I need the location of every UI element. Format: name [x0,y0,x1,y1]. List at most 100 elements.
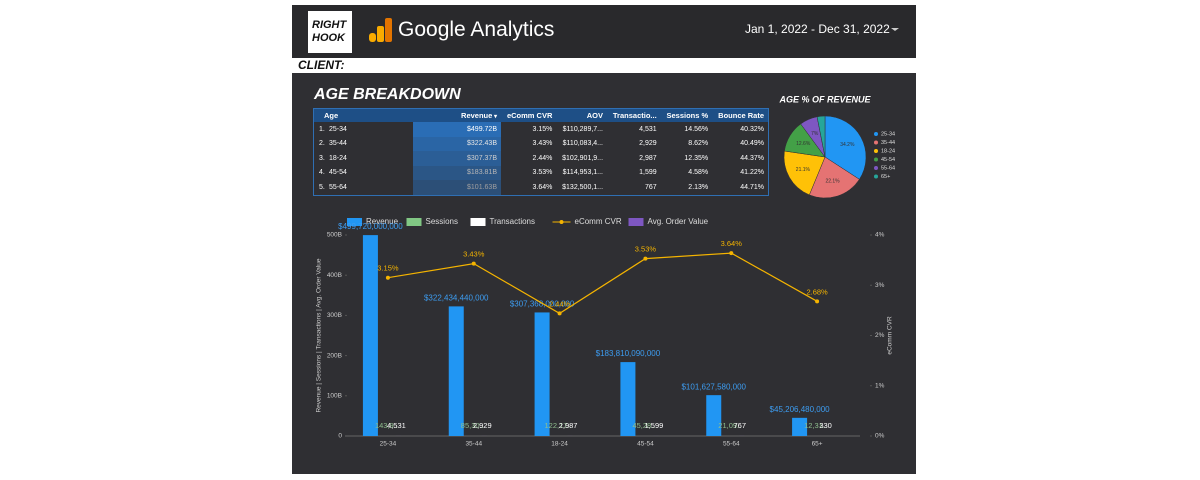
table-cell: 5. [319,183,325,191]
legend-label: Avg. Order Value [648,217,709,226]
legend-label: Sessions [426,217,458,226]
legend-swatch [874,132,878,136]
table-cell: $499.72B [413,122,501,137]
data-label: $499,720,000,000 [338,222,403,231]
data-label: 3.64% [721,239,743,248]
table-cell: 45-54 [329,169,347,177]
legend-label: eComm CVR [575,217,622,226]
bar [620,362,636,436]
y2-tick-label: 2% [875,332,885,339]
data-label: $183,810,090,000 [596,349,661,358]
cvr-line [387,252,818,315]
data-label: 4,531 [387,421,406,430]
bar [362,235,378,436]
x-tick-label: 65+ [812,441,823,448]
table-cell: $102,901,9... [562,154,604,162]
dropdown-arrow[interactable] [890,25,900,35]
table-cell: $114,953,1... [562,169,604,177]
table-cell: $132,500,1... [562,183,604,191]
logo: RIGHT HOOK [308,11,352,53]
table-cell: 40.32% [740,125,764,133]
logo-line: HOOK [312,32,345,44]
date-range[interactable]: Jan 1, 2022 - Dec 31, 2022 [745,22,890,36]
table-cell: 4. [319,169,325,177]
legend-swatch [874,157,878,162]
table-row: 4. 45-54 $183.81B 3.53% $114,953,1... 1,599 4.… [314,165,769,180]
legend-swatch [406,218,422,226]
data-label: 3.43% [463,250,485,259]
legend-swatch [628,218,644,226]
data-label: 85,30.. [461,421,484,430]
column-header: Transactio... [607,108,661,122]
y-axis-label: Revenue | Sessions | Transactions | Avg.… [316,258,323,412]
pie-slice [816,115,826,158]
data-label: 2.68% [806,287,828,296]
x-tick-label: 45-54 [637,441,654,448]
data-label: 12,31.. [804,421,827,430]
y-tick-label: 100B [327,393,342,400]
legend-label: 55-64 [881,165,895,171]
pie-slice [783,150,826,196]
cvr-point [471,261,476,266]
cvr-point [557,311,562,316]
table-cell: 12.35% [684,154,709,162]
slice-label: 7% [811,131,819,137]
table-cell: 2,987 [639,154,657,162]
x-tick-label: 18-24 [551,441,568,448]
table-cell: 1. [319,125,325,133]
cvr-point [385,275,390,280]
table-cell: $322.43B [413,136,501,151]
data-label: $101,627,580,000 [681,382,746,391]
table-cell: 41.22% [740,169,764,177]
age-table: Age Revenue ▾ eComm CVR AOV Transactio... Ses… [313,108,769,196]
bar [792,417,808,436]
legend-label: 65+ [881,174,890,180]
y2-tick-label: 3% [875,282,885,289]
table-cell: $101.63B [413,180,501,195]
cvr-point [643,256,648,261]
column-header: Age [313,108,413,122]
table-cell: 2.13% [688,183,709,191]
column-header[interactable]: Revenue ▾ [413,108,501,122]
table-cell: 3. [319,154,325,162]
legend-swatch [874,140,878,145]
table-cell: 44.71% [740,183,764,191]
table-cell: 3.53% [532,169,553,177]
table-cell: $307.37B [413,151,501,166]
table-cell: 2,929 [639,140,657,148]
pie-title: AGE % OF REVENUE [778,94,871,104]
slice-label: 21.1% [796,167,811,173]
table-cell: 3.64% [532,183,553,191]
data-label: 21,09.. [718,421,741,430]
data-label: 45,28.. [632,421,655,430]
charts: AGE % OF REVENUE 34.2% 25-34 22.1% 35-44 21.1… [316,94,895,448]
table-cell: $110,083,4... [562,140,604,148]
legend-label: 45-54 [881,157,895,163]
table-cell: 44.37% [740,154,764,162]
y-tick-label: 500B [327,232,342,239]
table-cell: 35-44 [329,140,347,148]
data-label: 3.15% [377,264,399,273]
table-row: 1. 25-34 $499.72B 3.15% $110,289,7... 4,531 14… [314,122,769,137]
legend-label: Revenue [366,217,399,226]
bar [534,312,550,436]
cvr-point [815,299,820,304]
data-label: 2,987 [559,421,578,430]
legend-label: 35-44 [881,140,895,146]
data-label: 143,9.. [375,421,398,430]
table-cell: $110,289,7... [562,125,604,133]
table-cell: 25-34 [329,125,347,133]
table-cell: 1,599 [639,169,657,177]
y-tick-label: 200B [327,352,342,359]
cvr-point [729,251,734,256]
y2-tick-label: 1% [875,382,885,389]
legend-swatch [874,174,878,179]
legend-swatch [874,166,878,170]
data-label: 3.53% [635,245,657,254]
bar [448,306,464,436]
table-cell: 4.58% [688,169,709,177]
data-label: $322,434,440,000 [424,293,489,302]
table-cell: 55-64 [329,183,347,191]
x-tick-label: 55-64 [723,441,740,448]
table-cell: 18-24 [329,154,347,162]
